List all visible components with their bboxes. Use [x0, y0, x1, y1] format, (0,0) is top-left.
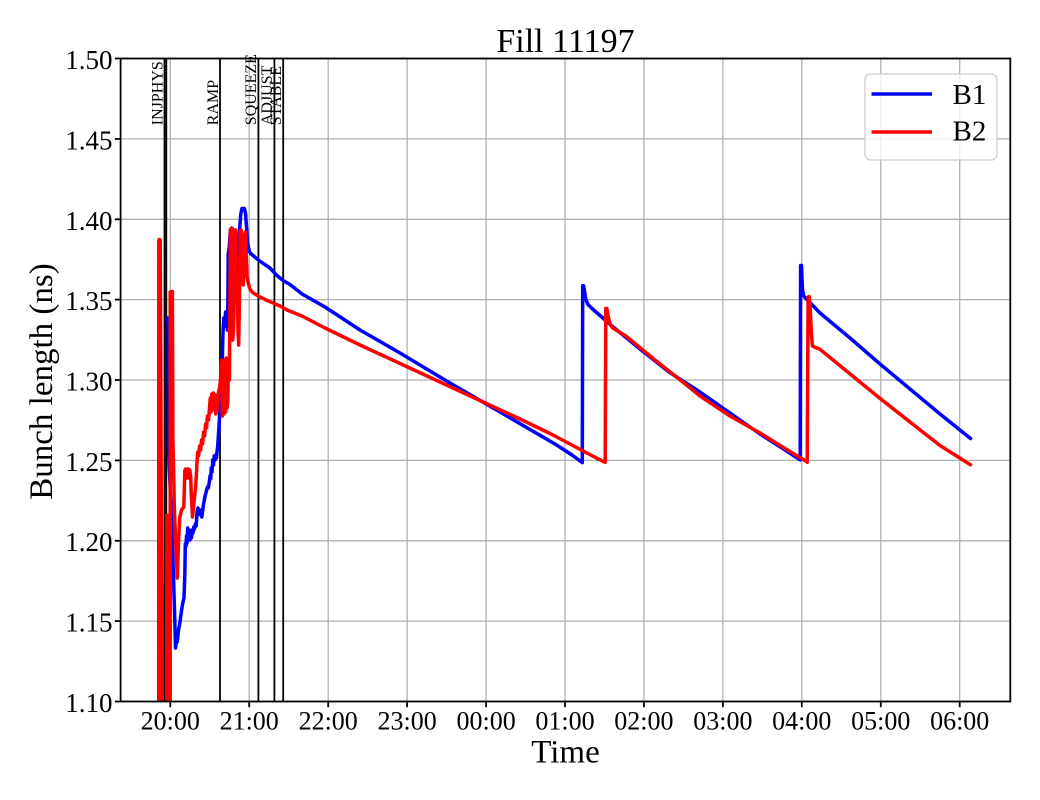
- svg-text:1.45: 1.45: [65, 125, 112, 155]
- svg-text:06:00: 06:00: [930, 706, 989, 735]
- svg-text:Fill 11197: Fill 11197: [496, 23, 634, 60]
- svg-text:B1: B1: [953, 79, 987, 111]
- svg-text:00:00: 00:00: [456, 706, 515, 735]
- svg-text:Time: Time: [531, 735, 599, 771]
- svg-text:1.10: 1.10: [65, 688, 112, 718]
- svg-text:20:00: 20:00: [141, 706, 200, 735]
- svg-text:ADJUST: ADJUST: [259, 65, 276, 125]
- svg-text:1.15: 1.15: [65, 608, 112, 638]
- svg-text:23:00: 23:00: [377, 706, 436, 735]
- svg-text:STABLE: STABLE: [268, 66, 285, 125]
- svg-text:22:00: 22:00: [299, 706, 358, 735]
- svg-text:B2: B2: [953, 116, 987, 148]
- svg-text:01:00: 01:00: [535, 706, 594, 735]
- svg-text:21:00: 21:00: [220, 706, 279, 735]
- svg-text:1.40: 1.40: [65, 206, 112, 236]
- svg-text:Bunch length (ns): Bunch length (ns): [24, 263, 60, 499]
- svg-text:SQUEEZE: SQUEEZE: [243, 54, 260, 125]
- svg-text:05:00: 05:00: [851, 706, 910, 735]
- svg-text:1.35: 1.35: [65, 286, 112, 316]
- svg-text:1.25: 1.25: [65, 447, 112, 477]
- svg-text:02:00: 02:00: [614, 706, 673, 735]
- svg-text:1.50: 1.50: [65, 45, 112, 75]
- svg-text:RAMP: RAMP: [205, 80, 222, 125]
- svg-text:INJPHYS: INJPHYS: [149, 61, 166, 125]
- svg-text:1.20: 1.20: [65, 527, 112, 557]
- svg-text:04:00: 04:00: [772, 706, 831, 735]
- svg-text:03:00: 03:00: [693, 706, 752, 735]
- svg-text:1.30: 1.30: [65, 367, 112, 397]
